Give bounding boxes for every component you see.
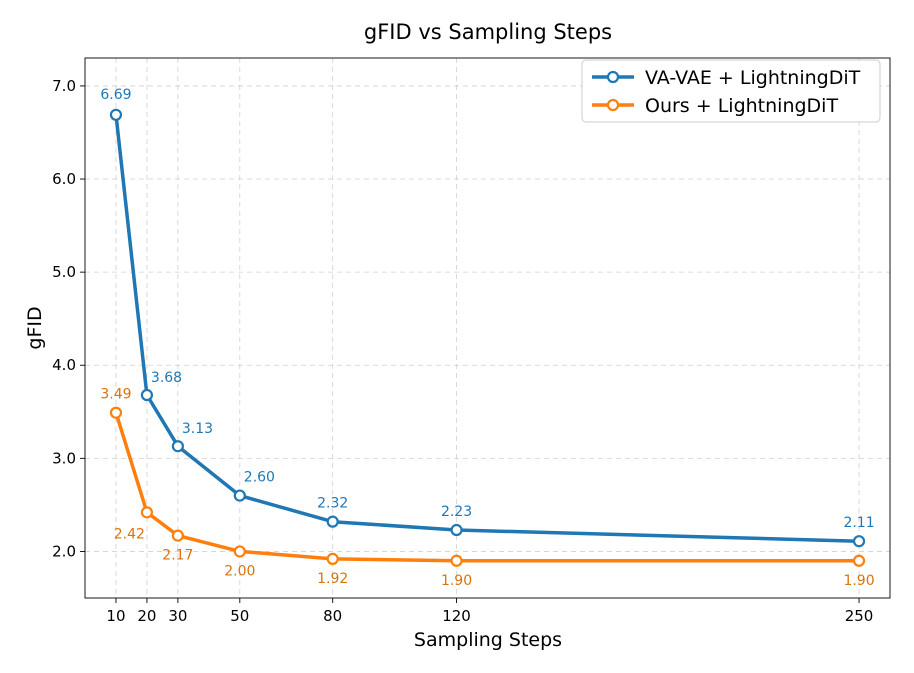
data-point-ours [852, 554, 866, 567]
y-tick-label: 6.0 [52, 170, 76, 188]
y-tick-label: 4.0 [52, 356, 76, 374]
data-point-vavae [852, 535, 866, 548]
y-axis: 2.0 3.0 4.0 5.0 6.0 7.0 [52, 77, 85, 560]
x-axis: 10 20 30 50 80 120 250 [106, 598, 873, 625]
x-tick-label: 30 [168, 607, 187, 625]
data-point-ours [233, 545, 246, 558]
legend-label-vavae: VA-VAE + LightningDiT [645, 67, 861, 89]
x-tick-label: 50 [230, 607, 249, 625]
data-point-ours [326, 552, 339, 565]
data-point-ours [171, 529, 184, 542]
x-axis-title: Sampling Steps [414, 629, 562, 651]
legend-box [581, 59, 881, 123]
x-tick-label: 10 [106, 607, 125, 625]
data-point-ours [450, 554, 463, 567]
data-label-ours: 1.90 [843, 573, 874, 589]
data-label-vavae: 3.13 [182, 421, 213, 437]
data-point-vavae [109, 108, 123, 121]
legend-marker-vavae [606, 70, 620, 84]
data-label-vavae: 2.32 [317, 496, 348, 512]
series-group [109, 108, 866, 567]
data-label-ours: 2.00 [224, 563, 255, 579]
data-point-ours [140, 506, 154, 519]
data-point-vavae [233, 489, 246, 502]
chart-title: gFID vs Sampling Steps [364, 20, 612, 44]
data-point-vavae [171, 440, 184, 453]
x-tick-label: 250 [845, 607, 874, 625]
data-label-ours: 1.92 [317, 571, 348, 587]
series-line-vavae [114, 114, 860, 543]
data-label-ours: 2.42 [114, 526, 145, 542]
y-tick-label: 3.0 [52, 449, 76, 467]
data-point-vavae [450, 523, 463, 537]
data-point-vavae [326, 515, 339, 528]
data-point-vavae [140, 388, 154, 402]
data-labels: 6.69 3.68 3.13 2.60 2.32 2.23 2.11 3.49 2.42 2.17… [100, 87, 874, 589]
x-tick-label: 20 [137, 607, 156, 625]
legend: VA-VAE + LightningDiT Ours + LightningDi… [581, 59, 881, 123]
data-label-vavae: 2.23 [441, 504, 472, 520]
grid [85, 58, 890, 598]
data-label-vavae: 6.69 [100, 87, 131, 103]
data-label-ours: 2.17 [162, 548, 193, 564]
x-tick-label: 120 [442, 607, 471, 625]
data-label-vavae: 3.68 [151, 370, 182, 386]
data-label-ours: 3.49 [100, 387, 131, 403]
legend-marker-ours [606, 98, 620, 112]
y-tick-label: 7.0 [52, 77, 76, 95]
data-label-ours: 1.90 [441, 573, 472, 589]
data-label-vavae: 2.11 [843, 515, 874, 531]
plot-frame [84, 57, 891, 599]
data-label-vavae: 2.60 [244, 470, 275, 486]
y-tick-label: 2.0 [52, 542, 76, 560]
y-axis-title: gFID [24, 306, 46, 349]
legend-label-ours: Ours + LightningDiT [645, 95, 838, 117]
data-point-ours [109, 406, 123, 419]
y-tick-label: 5.0 [52, 263, 76, 281]
x-tick-label: 80 [323, 607, 342, 625]
